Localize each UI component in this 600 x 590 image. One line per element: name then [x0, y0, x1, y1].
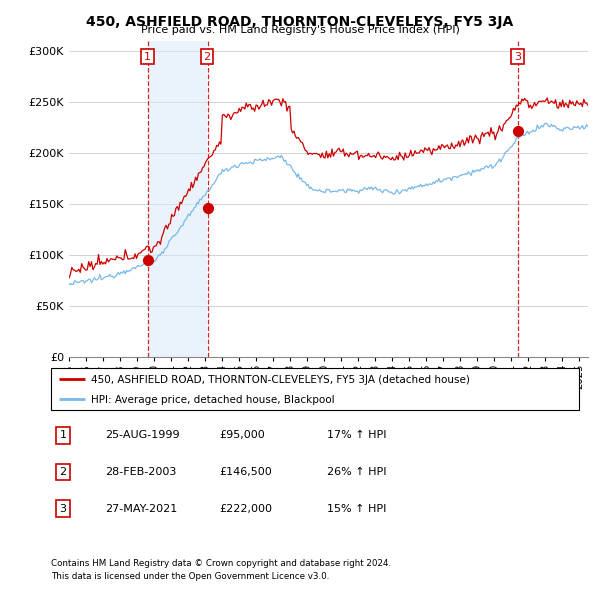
- Text: Contains HM Land Registry data © Crown copyright and database right 2024.: Contains HM Land Registry data © Crown c…: [51, 559, 391, 568]
- FancyBboxPatch shape: [51, 368, 579, 410]
- Text: This data is licensed under the Open Government Licence v3.0.: This data is licensed under the Open Gov…: [51, 572, 329, 581]
- Point: [143, 255, 153, 265]
- Point: [514, 126, 523, 136]
- Text: HPI: Average price, detached house, Blackpool: HPI: Average price, detached house, Blac…: [91, 395, 334, 405]
- Text: £95,000: £95,000: [219, 431, 265, 440]
- Text: 3: 3: [514, 51, 521, 61]
- Text: £146,500: £146,500: [219, 467, 272, 477]
- Text: 28-FEB-2003: 28-FEB-2003: [105, 467, 176, 477]
- Text: 2: 2: [203, 51, 211, 61]
- Point: [203, 203, 212, 212]
- Text: 1: 1: [59, 431, 67, 440]
- Text: 27-MAY-2021: 27-MAY-2021: [105, 504, 177, 513]
- Text: 450, ASHFIELD ROAD, THORNTON-CLEVELEYS, FY5 3JA: 450, ASHFIELD ROAD, THORNTON-CLEVELEYS, …: [86, 15, 514, 29]
- Text: 450, ASHFIELD ROAD, THORNTON-CLEVELEYS, FY5 3JA (detached house): 450, ASHFIELD ROAD, THORNTON-CLEVELEYS, …: [91, 375, 469, 385]
- Text: 1: 1: [144, 51, 151, 61]
- Text: 2: 2: [59, 467, 67, 477]
- Text: 15% ↑ HPI: 15% ↑ HPI: [327, 504, 386, 513]
- Text: 25-AUG-1999: 25-AUG-1999: [105, 431, 179, 440]
- Text: 3: 3: [59, 504, 67, 513]
- Text: Price paid vs. HM Land Registry's House Price Index (HPI): Price paid vs. HM Land Registry's House …: [140, 25, 460, 35]
- Text: 17% ↑ HPI: 17% ↑ HPI: [327, 431, 386, 440]
- Text: £222,000: £222,000: [219, 504, 272, 513]
- Text: 26% ↑ HPI: 26% ↑ HPI: [327, 467, 386, 477]
